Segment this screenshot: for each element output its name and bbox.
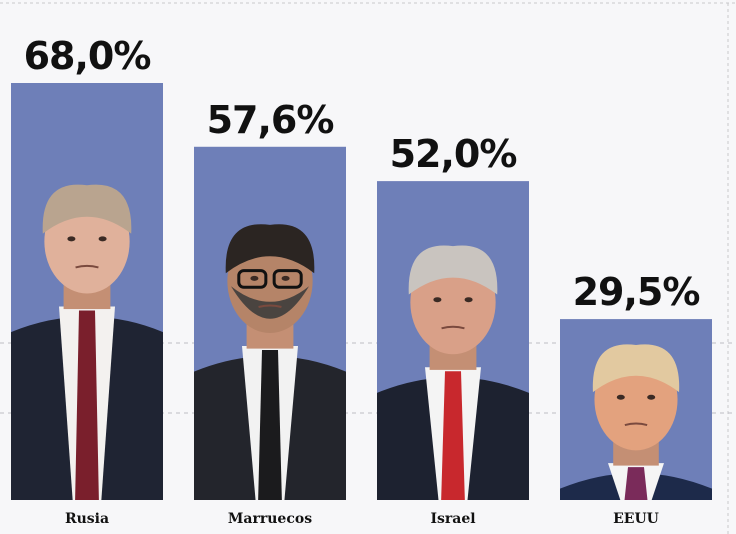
category-label: Rusia <box>65 511 109 527</box>
bar-marruecos <box>194 146 346 501</box>
category-labels: Rusia Marruecos Israel EEUU <box>65 511 659 527</box>
value-label: 57,6% <box>207 98 334 142</box>
bar-eeuu <box>560 319 712 500</box>
value-label: 52,0% <box>390 132 517 176</box>
category-label: Israel <box>430 511 475 527</box>
category-label: Marruecos <box>228 511 312 527</box>
bar-rusia <box>11 83 163 500</box>
mohammed-vi-portrait <box>194 224 346 501</box>
bar-israel <box>377 181 529 500</box>
netanyahu-portrait <box>377 245 529 500</box>
putin-portrait <box>11 184 163 500</box>
trump-portrait <box>560 344 712 500</box>
value-label: 29,5% <box>573 270 700 314</box>
value-label: 68,0% <box>24 34 151 78</box>
category-label: EEUU <box>613 511 659 527</box>
value-labels: 68,0% 57,6% 52,0% 29,5% <box>24 34 701 314</box>
bars <box>11 83 712 501</box>
